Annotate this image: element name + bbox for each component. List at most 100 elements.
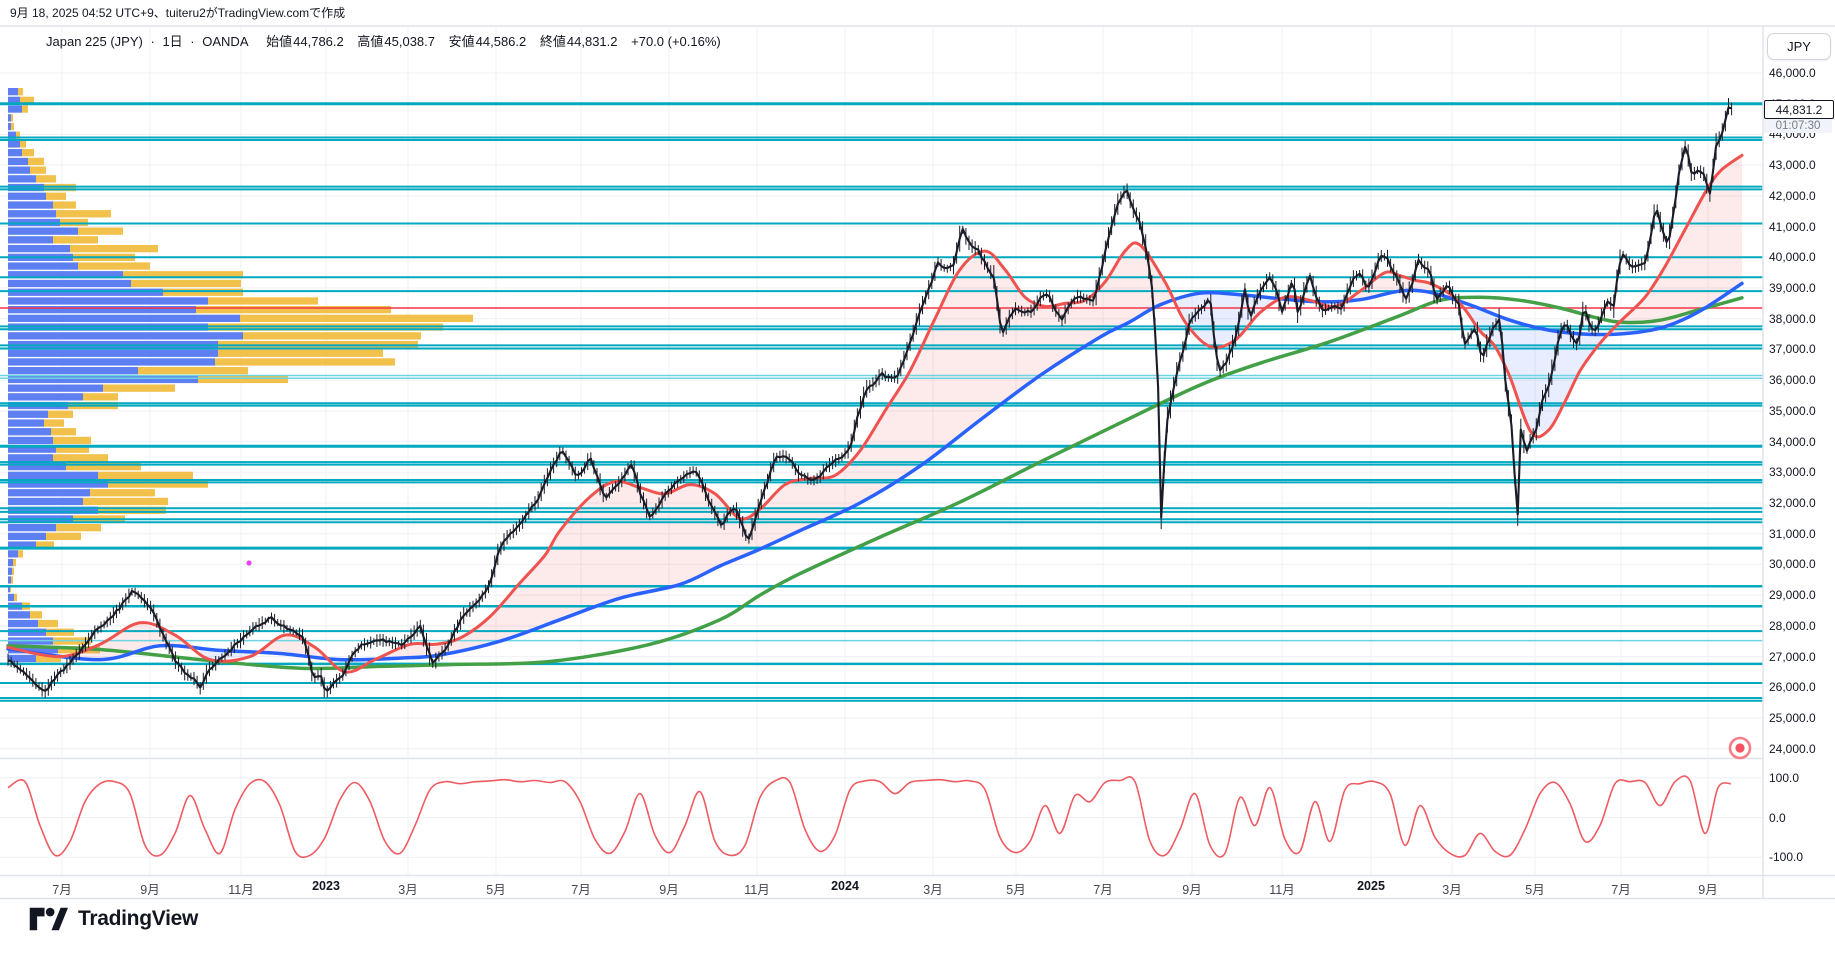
time-tick-month-label: 5月 [486,883,506,897]
oscillator-gridlines [0,777,1763,858]
volume-profile-bar-buy [8,558,13,567]
volume-profile-bar-sell [240,314,473,322]
price-tick-label: 29,000.0 [1769,588,1816,603]
price-tick-label: 25,000.0 [1769,710,1816,725]
volume-profile-bar-sell [46,192,66,200]
change-value: +70.0 (+0.16%) [631,34,721,49]
volume-profile-bar-sell [131,279,241,288]
price-tick-label: 39,000.0 [1769,280,1816,295]
time-tick-month-label: 5月 [1006,883,1026,897]
open-label: 始値 [266,34,293,49]
volume-profile-bar-buy [8,471,98,479]
price-tick-label: 34,000.0 [1769,434,1816,449]
time-tick-month-label: 3月 [398,883,418,897]
open-value: 44,786.2 [293,34,344,49]
record-button-dot[interactable] [1735,743,1745,753]
price-tick-label: 32,000.0 [1769,495,1816,510]
volume-profile-bar-sell [51,428,76,436]
volume-profile-bar-buy [8,375,198,384]
volume-profile-bar-buy [8,489,90,497]
volume-profile-bar-buy [8,149,22,157]
volume-profile-bar-sell [36,654,61,663]
volume-profile-bar-buy [8,114,11,122]
symbol-name[interactable]: Japan 225 (JPY) [46,34,143,49]
volume-profile-bar-sell [103,384,175,392]
volume-profile-bar-sell [53,201,76,209]
bar-countdown: 01:07:30 [1764,119,1832,133]
time-tick-month-label: 7月 [1611,883,1631,897]
exchange-label[interactable]: OANDA [202,34,249,49]
volume-profile-bar-sell [83,497,168,506]
volume-profile-bar-sell [163,288,243,296]
volume-profile-bar-sell [138,367,248,375]
volume-profile-bar-buy [8,454,53,462]
magenta-dot-marker [246,560,252,566]
volume-profile-bar-buy [8,175,36,183]
price-tick-label: 46,000.0 [1769,66,1816,80]
volume-profile-bar-buy [8,428,51,436]
volume-profile-bar-sell [215,358,395,366]
volume-profile-bar-buy [8,297,208,305]
volume-profile-bar-sell [90,489,155,497]
pane-borders [0,25,1835,900]
currency-unit-button[interactable]: JPY [1767,33,1831,60]
volume-profile-bar-sell [10,585,11,593]
volume-profile-bar-buy [8,157,28,166]
price-tick-label: 24,000.0 [1769,741,1816,756]
time-tick-month-label: 7月 [1093,883,1113,897]
volume-profile-bar-buy [8,524,56,532]
volume-profile-bar-buy [8,445,56,453]
oscillator-tick-label: -100.0 [1769,850,1804,865]
volume-profile-bar-buy [8,532,46,540]
volume-profile-bar-buy [8,105,22,113]
price-tick-label: 27,000.0 [1769,649,1816,664]
time-tick-month-label: 7月 [571,883,591,897]
tradingview-logo[interactable]: TradingView [28,903,198,935]
title-separator: · [190,34,195,49]
volume-profile-bar-buy [8,646,58,654]
volume-profile-bar-buy [8,619,38,628]
volume-profile-bar-sell [20,96,34,104]
volume-profile-bar-sell [243,332,421,340]
low-value: 44,586.2 [475,34,527,49]
time-tick-month-label: 3月 [923,883,943,897]
oscillator-tick-label: 0.0 [1769,810,1786,825]
volume-profile-bar-buy [8,271,123,279]
volume-profile-bar-sell [56,524,101,532]
volume-profile-bar-sell [36,175,56,183]
price-tick-label: 26,000.0 [1769,680,1816,695]
time-tick-month-label: 11月 [228,883,254,897]
title-separator: · [150,34,155,49]
price-tick-label: 30,000.0 [1769,557,1816,572]
volume-profile-bar-sell [22,149,34,157]
price-candle-body-line [7,106,1732,692]
volume-profile-bar-sell [11,576,13,584]
volume-profile-bar-sell [16,131,20,139]
price-candle-wicks [7,98,1733,699]
oscillator-line [7,775,1732,859]
volume-profile-bar-sell [11,114,13,122]
volume-profile-bar-sell [123,271,243,279]
volume-profile-bar-sell [30,611,42,619]
volume-profile-bar-sell [36,541,54,549]
time-tick-year-label: 2025 [1357,879,1385,893]
volume-profile-bar-buy [8,541,36,549]
volume-profile-bar-sell [83,393,118,401]
interval-label[interactable]: 1日 [162,34,183,49]
volume-profile-bar-buy [8,332,243,340]
time-tick-month-label: 7月 [52,883,72,897]
volume-profile-bar-sell [28,157,44,166]
volume-profile-bar-sell [46,628,74,636]
volume-profile-bar-sell [98,471,193,479]
volume-profile-bar-buy [8,567,12,575]
volume-profile-bar-sell [70,245,158,253]
ma-fill-bullish [8,155,1742,660]
volume-profile-bar-sell [22,105,28,113]
volume-profile-bar-sell [218,349,383,357]
volume-profile-bar-sell [196,306,391,314]
price-tick-label: 36,000.0 [1769,373,1816,388]
volume-profile-bar-buy [8,497,83,506]
current-price-label: 44,831.2 [1764,100,1834,119]
volume-profile-bar-buy [8,314,240,322]
